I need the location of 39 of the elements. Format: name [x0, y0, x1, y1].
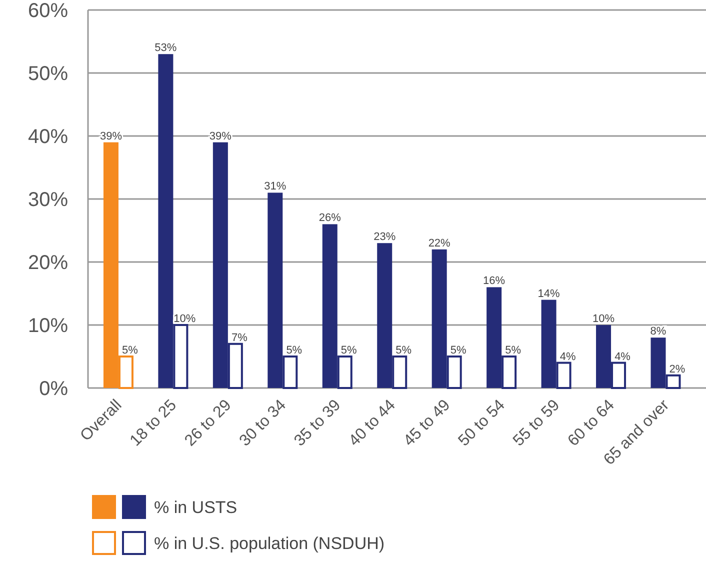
data-label: 10% — [174, 313, 196, 325]
legend-label: % in USTS — [154, 498, 238, 517]
data-label: 4% — [614, 350, 631, 363]
data-label: 5% — [450, 344, 466, 356]
x-tick-label: 50 to 54 — [455, 396, 508, 450]
data-label: 23% — [374, 231, 396, 244]
x-tick-label: 40 to 44 — [346, 396, 399, 450]
y-tick-label: 0% — [39, 378, 68, 400]
x-tick-label: 18 to 25 — [127, 396, 180, 450]
data-label: 26% — [318, 212, 342, 224]
data-label: 4% — [560, 350, 576, 363]
data-label: 53% — [154, 42, 177, 54]
y-tick-label: 10% — [28, 315, 68, 337]
data-label: 16% — [483, 275, 506, 288]
x-tick-label: 26 to 29 — [182, 396, 235, 450]
x-tick-label: 35 to 39 — [291, 396, 344, 450]
data-label: 7% — [231, 332, 248, 344]
data-label: 5% — [122, 344, 138, 356]
x-tick-label: 55 to 59 — [510, 396, 564, 450]
x-tick-label: 30 to 34 — [236, 396, 290, 450]
y-tick-label: 60% — [28, 0, 68, 22]
data-label: 5% — [505, 344, 522, 356]
data-label: 5% — [340, 344, 358, 356]
data-label: 39% — [209, 130, 232, 142]
data-label: 2% — [669, 363, 686, 376]
y-tick-label: 50% — [28, 63, 68, 85]
data-label: 8% — [650, 326, 666, 338]
data-label: 14% — [538, 288, 560, 300]
y-tick-label: 30% — [28, 189, 68, 211]
y-tick-label: 20% — [28, 252, 68, 274]
x-tick-label: 45 to 49 — [400, 396, 454, 450]
data-label: 31% — [264, 180, 286, 193]
data-label: 22% — [428, 237, 451, 250]
data-label: 39% — [100, 130, 122, 142]
data-label: 5% — [396, 344, 412, 356]
y-tick-label: 40% — [28, 126, 68, 148]
data-label: 10% — [592, 313, 615, 325]
legend-label: % in U.S. population (NSDUH) — [154, 534, 385, 553]
data-label: 5% — [286, 344, 302, 356]
